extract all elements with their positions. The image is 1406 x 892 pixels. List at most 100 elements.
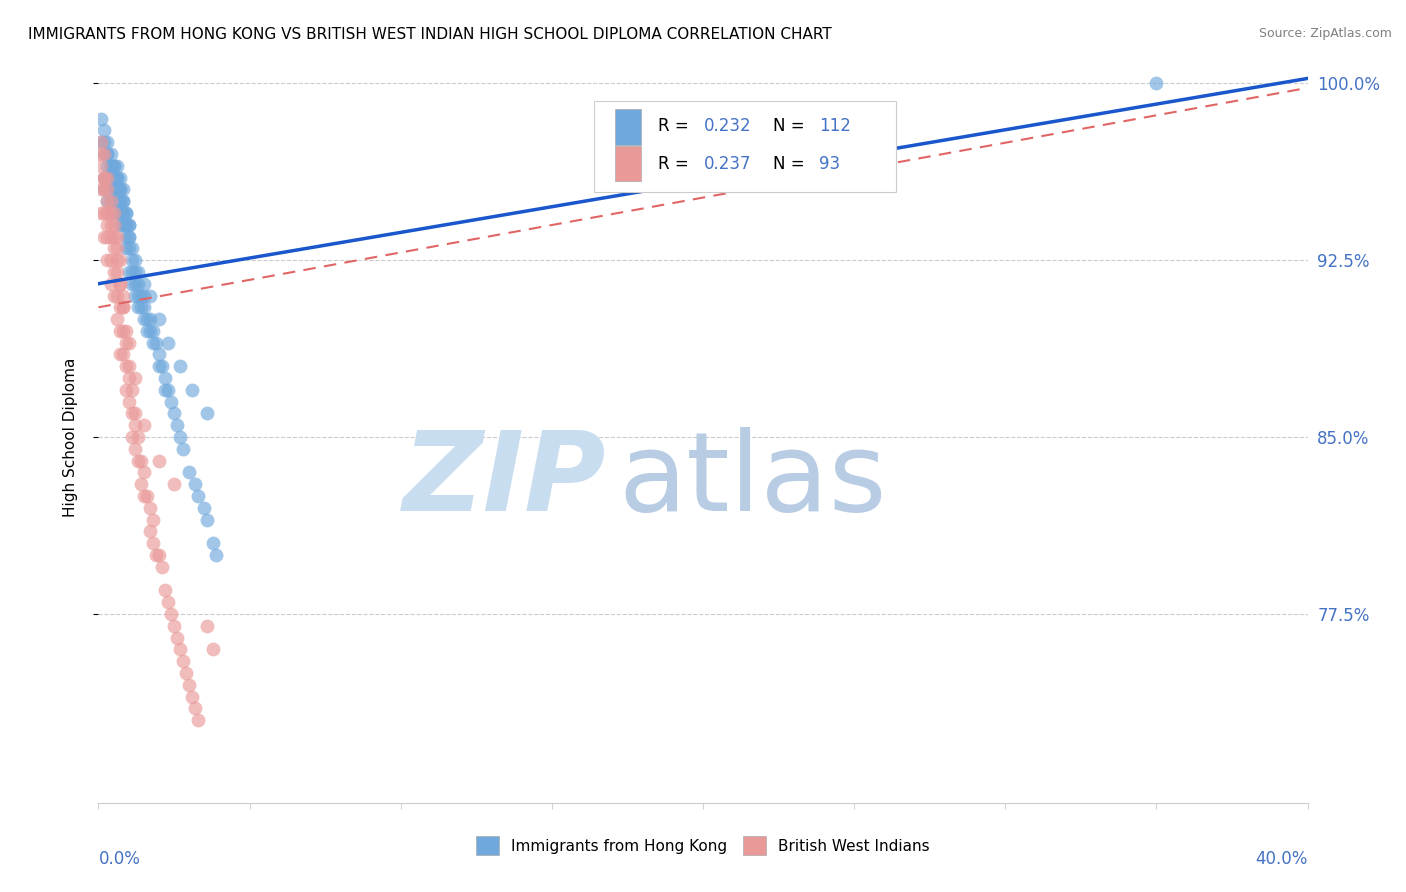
Point (114, 335, 136, 350)
Point (96, 206, 118, 220)
Point (111, 194, 134, 208)
Text: 0.237: 0.237 (704, 155, 752, 173)
Point (105, 265, 128, 279)
Point (163, 619, 186, 633)
Point (111, 206, 134, 220)
Point (187, 713, 209, 727)
Point (121, 430, 143, 444)
Point (108, 194, 131, 208)
Point (108, 253, 131, 268)
Point (114, 324, 136, 338)
Point (132, 418, 155, 433)
Point (172, 654, 194, 668)
Point (187, 489, 209, 503)
Text: R =: R = (658, 155, 695, 173)
Point (108, 277, 131, 291)
Point (100, 159, 122, 173)
Point (96, 229, 118, 244)
Point (202, 642, 225, 657)
Point (90, 135, 112, 149)
Point (156, 335, 179, 350)
Point (156, 383, 179, 397)
Point (90, 147, 112, 161)
Point (124, 407, 146, 421)
Point (156, 595, 179, 609)
Point (132, 489, 155, 503)
Point (90, 112, 112, 126)
Point (103, 159, 125, 173)
Point (169, 642, 191, 657)
Point (142, 335, 165, 350)
FancyBboxPatch shape (595, 101, 897, 192)
Point (111, 301, 134, 315)
Point (108, 324, 131, 338)
Point (100, 206, 122, 220)
Point (121, 253, 143, 268)
Text: ZIP: ZIP (402, 427, 606, 534)
Point (103, 182, 125, 196)
Point (114, 359, 136, 374)
Point (103, 265, 125, 279)
Point (96, 218, 118, 232)
Point (172, 442, 194, 456)
Point (114, 229, 136, 244)
Point (118, 265, 141, 279)
Point (111, 347, 134, 361)
Text: N =: N = (773, 155, 810, 173)
Point (105, 229, 128, 244)
Point (179, 466, 201, 480)
Point (118, 229, 141, 244)
Point (121, 277, 143, 291)
Text: atlas: atlas (619, 427, 887, 534)
Point (100, 194, 122, 208)
Point (93, 170, 115, 185)
Point (150, 559, 173, 574)
Point (111, 182, 134, 196)
Point (114, 218, 136, 232)
Point (148, 453, 170, 467)
Point (114, 383, 136, 397)
Point (96, 170, 118, 185)
Point (96, 194, 118, 208)
Point (205, 548, 228, 562)
Point (93, 182, 115, 196)
Point (93, 123, 115, 137)
Point (142, 513, 165, 527)
Text: N =: N = (773, 117, 810, 136)
Point (139, 324, 162, 338)
Point (96, 182, 118, 196)
Point (111, 194, 134, 208)
Legend: Immigrants from Hong Kong, British West Indians: Immigrants from Hong Kong, British West … (470, 830, 936, 861)
Point (135, 489, 157, 503)
Point (96, 159, 118, 173)
Point (93, 170, 115, 185)
Point (114, 241, 136, 255)
Point (93, 206, 115, 220)
Point (163, 407, 186, 421)
Point (145, 335, 167, 350)
Point (105, 182, 128, 196)
Point (105, 182, 128, 196)
Point (148, 347, 170, 361)
Point (1144, 76, 1167, 90)
FancyBboxPatch shape (614, 146, 641, 181)
Point (139, 524, 162, 539)
Point (195, 513, 218, 527)
Point (105, 312, 128, 326)
Point (105, 170, 128, 185)
Point (96, 170, 118, 185)
Text: 93: 93 (820, 155, 841, 173)
Point (108, 182, 131, 196)
Point (93, 147, 115, 161)
Point (202, 536, 225, 550)
Point (111, 218, 134, 232)
Point (100, 170, 122, 185)
Point (132, 288, 155, 302)
Point (118, 241, 141, 255)
Point (124, 371, 146, 385)
Point (124, 277, 146, 291)
Point (142, 324, 165, 338)
Point (96, 147, 118, 161)
Point (132, 301, 155, 315)
Text: 0.0%: 0.0% (98, 850, 141, 868)
